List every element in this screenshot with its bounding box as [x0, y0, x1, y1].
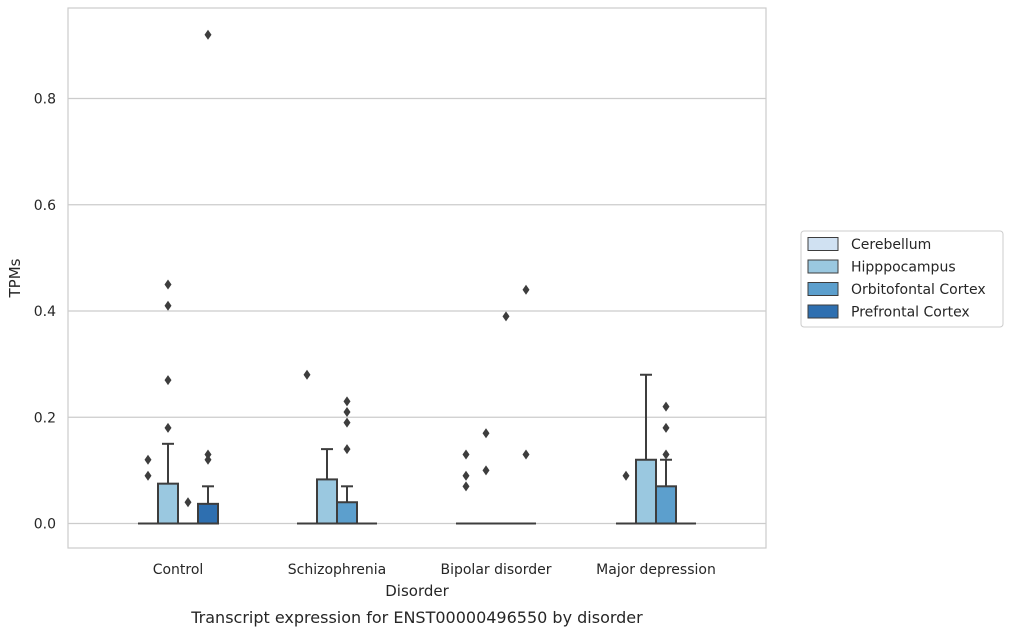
plot-background [68, 8, 766, 548]
x-tick-label: Schizophrenia [288, 562, 386, 578]
outlier-point [482, 428, 490, 439]
legend-swatch [807, 237, 839, 251]
x-axis: Control Schizophrenia Bipolar disorder Majo… [153, 562, 716, 578]
box-group [616, 470, 636, 525]
outlier-point [164, 422, 172, 433]
outlier-point [622, 470, 630, 481]
box-group [316, 448, 338, 525]
box [655, 485, 677, 525]
box-group [516, 284, 536, 525]
outlier-point [662, 422, 670, 433]
x-axis-label: Disorder [385, 582, 449, 600]
y-axis: 0.0 0.2 0.4 0.6 0.8 [34, 92, 56, 533]
legend-swatch [807, 304, 839, 319]
box-group [197, 29, 219, 525]
x-tick-label: Control [153, 562, 204, 578]
box-group [655, 401, 677, 525]
chart-caption: Transcript expression for ENST0000049655… [190, 608, 643, 627]
outlier-point [462, 470, 470, 481]
box [157, 482, 179, 525]
outlier-point [343, 444, 351, 455]
box-group [297, 369, 317, 525]
y-tick-label: 0.2 [34, 410, 56, 426]
outlier-point [522, 449, 530, 460]
outlier-point [204, 454, 212, 465]
legend-swatch [807, 259, 839, 274]
x-tick-label: Major depression [596, 562, 716, 578]
outlier-point [303, 369, 311, 380]
box-group [336, 396, 358, 525]
outlier-point [204, 29, 212, 40]
outlier-point [164, 300, 172, 311]
legend: Cerebellum Hipppocampus Orbitofontal Corte… [800, 230, 1004, 328]
y-tick-label: 0.8 [34, 92, 56, 108]
outlier-point [184, 497, 192, 508]
box-group [157, 279, 179, 525]
outlier-point [343, 417, 351, 428]
box-group [456, 449, 476, 525]
plot-marks [138, 29, 696, 525]
outlier-point [144, 454, 152, 465]
box [316, 478, 338, 525]
y-tick-label: 0.6 [34, 198, 56, 214]
outlier-point [662, 449, 670, 460]
box [336, 501, 358, 525]
outlier-point [164, 375, 172, 386]
outlier-point [204, 449, 212, 460]
legend-label: Orbitofontal Cortex [851, 282, 986, 298]
box-group [476, 428, 496, 525]
y-tick-label: 0.4 [34, 304, 56, 320]
outlier-point [343, 396, 351, 407]
y-tick-label: 0.0 [34, 517, 56, 533]
legend-label: Cerebellum [851, 237, 931, 253]
y-axis-label: TPMs [6, 258, 24, 298]
outlier-point [522, 284, 530, 295]
outlier-point [482, 465, 490, 476]
legend-label: Prefrontal Cortex [851, 305, 970, 321]
x-tick-label: Bipolar disorder [440, 562, 551, 578]
legend-frame [800, 230, 1004, 328]
outlier-point [462, 481, 470, 492]
box [635, 458, 657, 525]
outlier-point [343, 406, 351, 417]
legend-swatch [807, 282, 839, 296]
outlier-point [462, 449, 470, 460]
box [197, 502, 219, 525]
box-group [496, 311, 516, 525]
outlier-point [144, 470, 152, 481]
legend-label: Hipppocampus [851, 260, 956, 276]
box-group [138, 454, 158, 525]
outlier-point [164, 279, 172, 290]
outlier-point [662, 401, 670, 412]
outlier-point [502, 311, 510, 322]
plot-frame [67, 7, 767, 549]
box-group [635, 373, 657, 525]
box-group [178, 497, 198, 525]
